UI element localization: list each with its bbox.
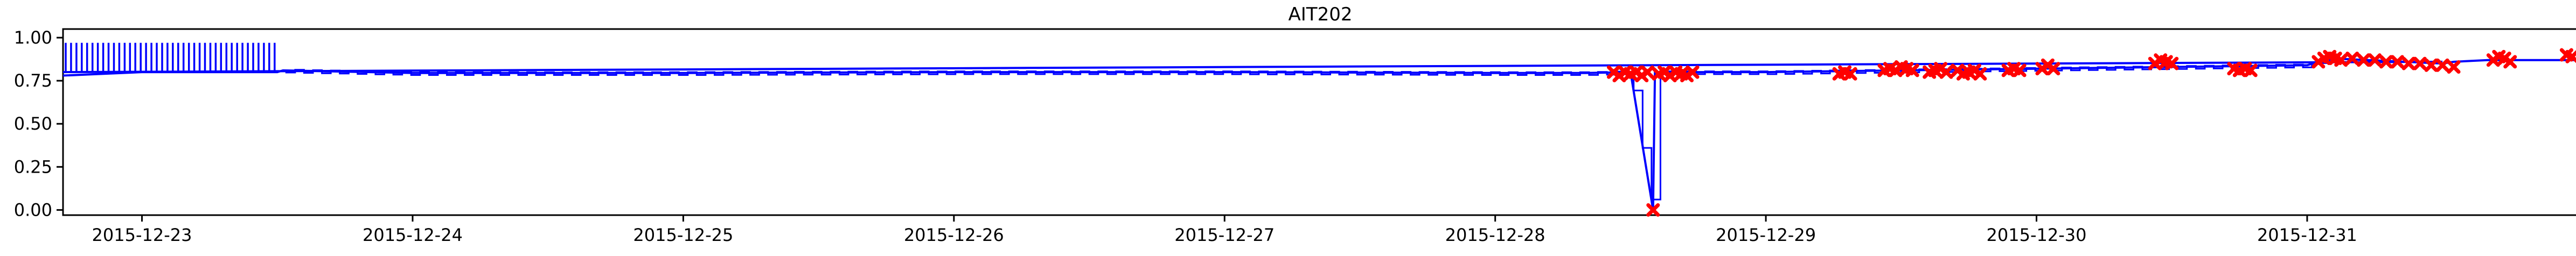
- series-layer: [62, 42, 2576, 211]
- x-tick-label: 2015-12-29: [1716, 225, 1816, 245]
- series-line: [62, 57, 2576, 211]
- x-tick-label: 2015-12-25: [633, 225, 733, 245]
- anomaly-marker: [2368, 53, 2382, 67]
- anomaly-marker: [2345, 51, 2359, 65]
- anomaly-marker: [2046, 62, 2060, 76]
- anomaly-marker: [2435, 58, 2449, 72]
- anomaly-marker: [2390, 55, 2404, 69]
- anomaly-marker: [2413, 56, 2427, 70]
- anomaly-marker: [2503, 55, 2517, 69]
- anomaly-marker: [2334, 53, 2348, 67]
- x-tick-label: 2015-12-27: [1174, 225, 1275, 245]
- y-tick-label: 0.25: [14, 157, 52, 177]
- x-tick-label: 2015-12-28: [1445, 225, 1545, 245]
- anomaly-marker: [1686, 65, 1700, 79]
- anomaly-layer: [1606, 48, 2576, 217]
- anomaly-marker: [1843, 67, 1857, 81]
- anomaly-marker: [2401, 56, 2415, 70]
- anomaly-marker: [2165, 56, 2179, 70]
- anomaly-marker: [1973, 67, 1987, 81]
- anomaly-marker: [2379, 55, 2393, 69]
- y-tick-label: 1.00: [14, 27, 52, 48]
- anomaly-marker: [2424, 58, 2438, 72]
- x-axis: 2015-12-23 2015-12-24 2015-12-25 2015-12-26…: [92, 215, 2357, 245]
- y-tick-label: 0.50: [14, 113, 52, 134]
- x-tick-label: 2015-12-24: [363, 225, 463, 245]
- y-tick-label: 0.00: [14, 200, 52, 220]
- early-spikes: [65, 42, 276, 73]
- anomaly-marker: [2565, 49, 2576, 63]
- y-tick-label: 0.75: [14, 70, 52, 91]
- plot-area: [62, 28, 2576, 216]
- x-tick-label: 2015-12-26: [904, 225, 1004, 245]
- x-tick-label: 2015-12-31: [2257, 225, 2357, 245]
- anomaly-marker: [1640, 65, 1654, 79]
- x-tick-label: 2015-12-23: [92, 225, 192, 245]
- anomaly-marker: [2244, 63, 2258, 77]
- anomaly-marker: [2357, 53, 2371, 67]
- anomaly-marker: [1646, 203, 1660, 217]
- anomaly-marker: [1905, 63, 1919, 77]
- y-axis: 0.00 0.25 0.50 0.75 1.00: [14, 27, 63, 220]
- anomaly-marker: [1939, 65, 1953, 79]
- x-tick-label: 2015-12-30: [1987, 225, 2087, 245]
- oscillation: [277, 57, 2331, 201]
- anomaly-marker: [2447, 60, 2461, 74]
- anomaly-marker: [2013, 63, 2027, 77]
- chart-title: AIT202: [1289, 4, 1353, 25]
